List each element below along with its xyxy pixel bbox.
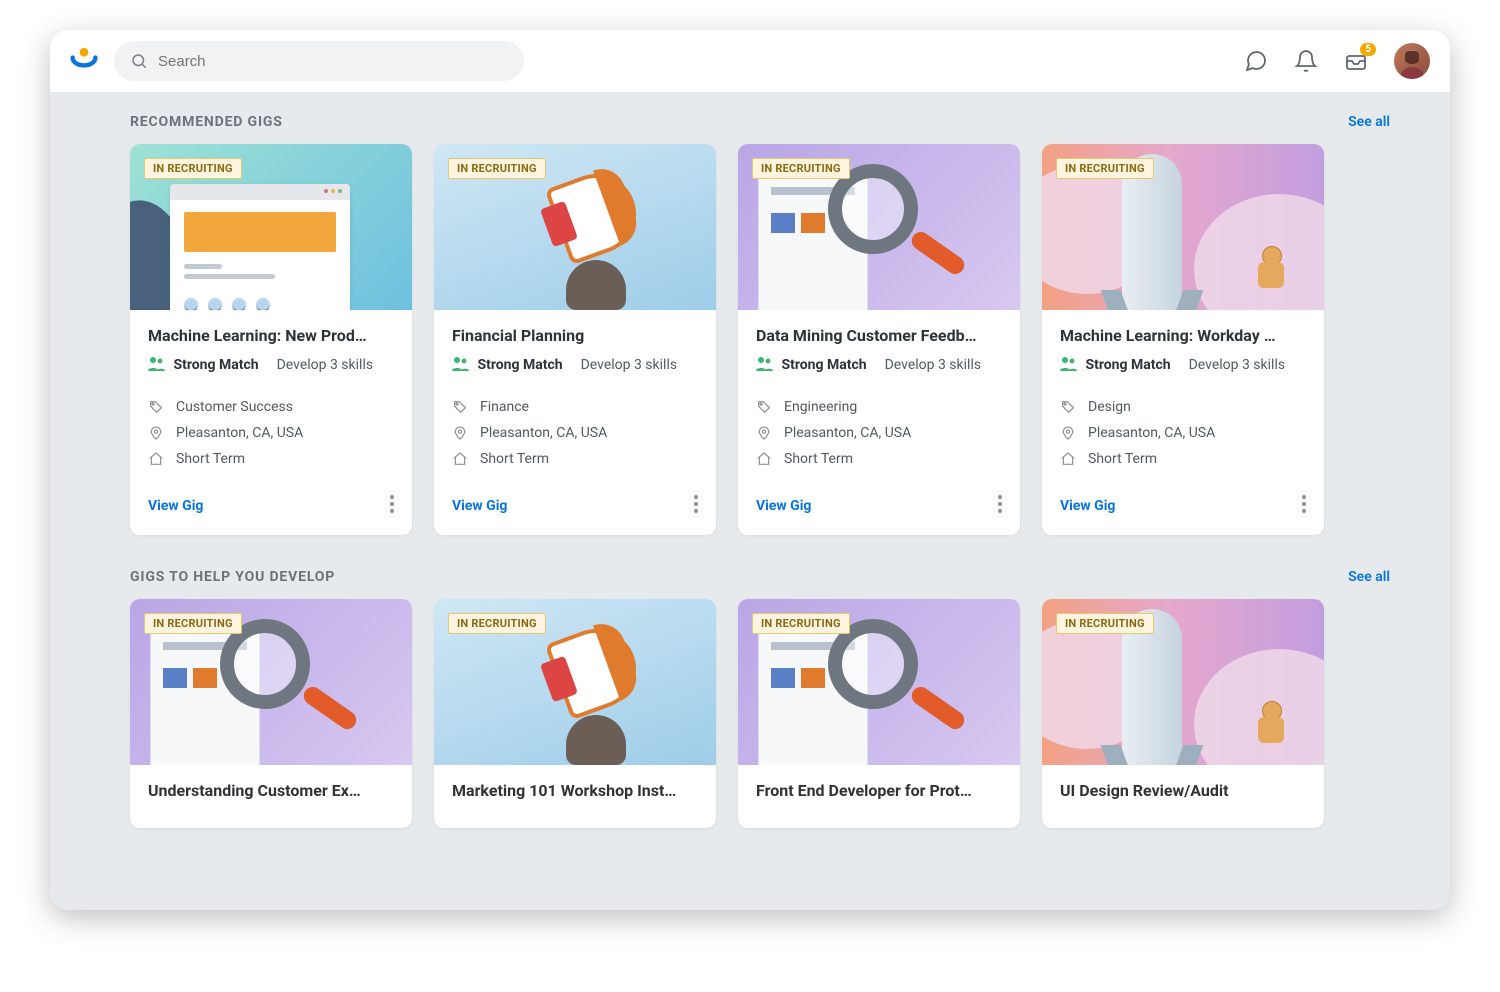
status-badge: IN RECRUITING xyxy=(144,613,242,634)
status-badge: IN RECRUITING xyxy=(144,158,242,179)
meta-category: Customer Success xyxy=(148,399,394,415)
people-icon xyxy=(452,356,470,379)
meta-category: Finance xyxy=(452,399,698,415)
more-icon[interactable] xyxy=(390,495,394,517)
status-badge: IN RECRUITING xyxy=(1056,158,1154,179)
gig-title: Financial Planning xyxy=(452,326,698,345)
avatar[interactable] xyxy=(1394,43,1430,79)
see-all-link[interactable]: See all xyxy=(1348,114,1390,130)
section-title: RECOMMENDED GIGS xyxy=(130,114,283,130)
more-icon[interactable] xyxy=(1302,495,1306,517)
gig-card[interactable]: IN RECRUITING Data Mining Customer Feedb… xyxy=(738,144,1020,535)
more-icon[interactable] xyxy=(998,495,1002,517)
meta-term: Short Term xyxy=(148,451,394,467)
gig-title: Machine Learning: Workday … xyxy=(1060,326,1306,345)
bell-icon[interactable] xyxy=(1294,49,1318,73)
match-line: Strong MatchDevelop 3 skills xyxy=(452,355,698,379)
home-icon xyxy=(452,451,468,467)
people-icon xyxy=(756,356,774,379)
gig-card[interactable]: IN RECRUITING Marketing 101 Workshop Ins… xyxy=(434,599,716,828)
card-hero: IN RECRUITING xyxy=(434,599,716,765)
gig-title: Understanding Customer Ex… xyxy=(148,781,394,800)
location-icon xyxy=(452,425,468,441)
inbox-icon[interactable]: 5 xyxy=(1344,49,1368,73)
home-icon xyxy=(148,451,164,467)
section-header-develop: GIGS TO HELP YOU DEVELOP See all xyxy=(130,569,1390,585)
inbox-badge: 5 xyxy=(1360,43,1376,56)
location-icon xyxy=(756,425,772,441)
gig-card[interactable]: IN RECRUITING Machine Learning: New Prod… xyxy=(130,144,412,535)
card-hero: IN RECRUITING xyxy=(1042,599,1324,765)
main-content: RECOMMENDED GIGS See all xyxy=(50,92,1450,910)
more-icon[interactable] xyxy=(694,495,698,517)
meta-location: Pleasanton, CA, USA xyxy=(148,425,394,441)
view-gig-link[interactable]: View Gig xyxy=(452,498,507,514)
card-row-develop: IN RECRUITING Understanding Customer Ex…… xyxy=(130,599,1390,828)
gig-title: Marketing 101 Workshop Inst… xyxy=(452,781,698,800)
view-gig-link[interactable]: View Gig xyxy=(756,498,811,514)
gig-card[interactable]: IN RECRUITING UI Design Review/Audit xyxy=(1042,599,1324,828)
meta-term: Short Term xyxy=(1060,451,1306,467)
search-input[interactable] xyxy=(158,53,508,70)
home-icon xyxy=(1060,451,1076,467)
card-hero: IN RECRUITING xyxy=(130,599,412,765)
card-hero: IN RECRUITING xyxy=(130,144,412,310)
home-icon xyxy=(756,451,772,467)
meta-location: Pleasanton, CA, USA xyxy=(756,425,1002,441)
status-badge: IN RECRUITING xyxy=(448,613,546,634)
gig-card[interactable]: IN RECRUITING Financial Planning Strong … xyxy=(434,144,716,535)
tag-icon xyxy=(756,399,772,415)
location-icon xyxy=(148,425,164,441)
gig-card[interactable]: IN RECRUITING Understanding Customer Ex… xyxy=(130,599,412,828)
workday-logo xyxy=(70,47,98,75)
gig-title: Machine Learning: New Prod… xyxy=(148,326,394,345)
section-title: GIGS TO HELP YOU DEVELOP xyxy=(130,569,335,585)
status-badge: IN RECRUITING xyxy=(752,158,850,179)
match-line: Strong MatchDevelop 3 skills xyxy=(756,355,1002,379)
status-badge: IN RECRUITING xyxy=(752,613,850,634)
gig-title: Front End Developer for Prot… xyxy=(756,781,1002,800)
tag-icon xyxy=(452,399,468,415)
search-icon xyxy=(130,52,148,70)
meta-term: Short Term xyxy=(756,451,1002,467)
match-line: Strong MatchDevelop 3 skills xyxy=(148,355,394,379)
location-icon xyxy=(1060,425,1076,441)
gig-card[interactable]: IN RECRUITING Front End Developer for Pr… xyxy=(738,599,1020,828)
view-gig-link[interactable]: View Gig xyxy=(1060,498,1115,514)
view-gig-link[interactable]: View Gig xyxy=(148,498,203,514)
meta-category: Design xyxy=(1060,399,1306,415)
gig-title: Data Mining Customer Feedb… xyxy=(756,326,1002,345)
search-box[interactable] xyxy=(114,41,524,81)
card-hero: IN RECRUITING xyxy=(738,144,1020,310)
meta-term: Short Term xyxy=(452,451,698,467)
app-window: 5 RECOMMENDED GIGS See all xyxy=(50,30,1450,910)
topbar: 5 xyxy=(50,30,1450,92)
status-badge: IN RECRUITING xyxy=(1056,613,1154,634)
status-badge: IN RECRUITING xyxy=(448,158,546,179)
tag-icon xyxy=(1060,399,1076,415)
chat-icon[interactable] xyxy=(1244,49,1268,73)
card-row-recommended: IN RECRUITING Machine Learning: New Prod… xyxy=(130,144,1390,535)
section-header-recommended: RECOMMENDED GIGS See all xyxy=(130,114,1390,130)
people-icon xyxy=(1060,356,1078,379)
meta-location: Pleasanton, CA, USA xyxy=(452,425,698,441)
meta-location: Pleasanton, CA, USA xyxy=(1060,425,1306,441)
tag-icon xyxy=(148,399,164,415)
topbar-actions: 5 xyxy=(1244,43,1430,79)
gig-card[interactable]: IN RECRUITING Machine Learning: Workday … xyxy=(1042,144,1324,535)
card-hero: IN RECRUITING xyxy=(1042,144,1324,310)
card-hero: IN RECRUITING xyxy=(434,144,716,310)
gig-title: UI Design Review/Audit xyxy=(1060,781,1306,800)
see-all-link[interactable]: See all xyxy=(1348,569,1390,585)
meta-category: Engineering xyxy=(756,399,1002,415)
people-icon xyxy=(148,356,166,379)
match-line: Strong MatchDevelop 3 skills xyxy=(1060,355,1306,379)
card-hero: IN RECRUITING xyxy=(738,599,1020,765)
